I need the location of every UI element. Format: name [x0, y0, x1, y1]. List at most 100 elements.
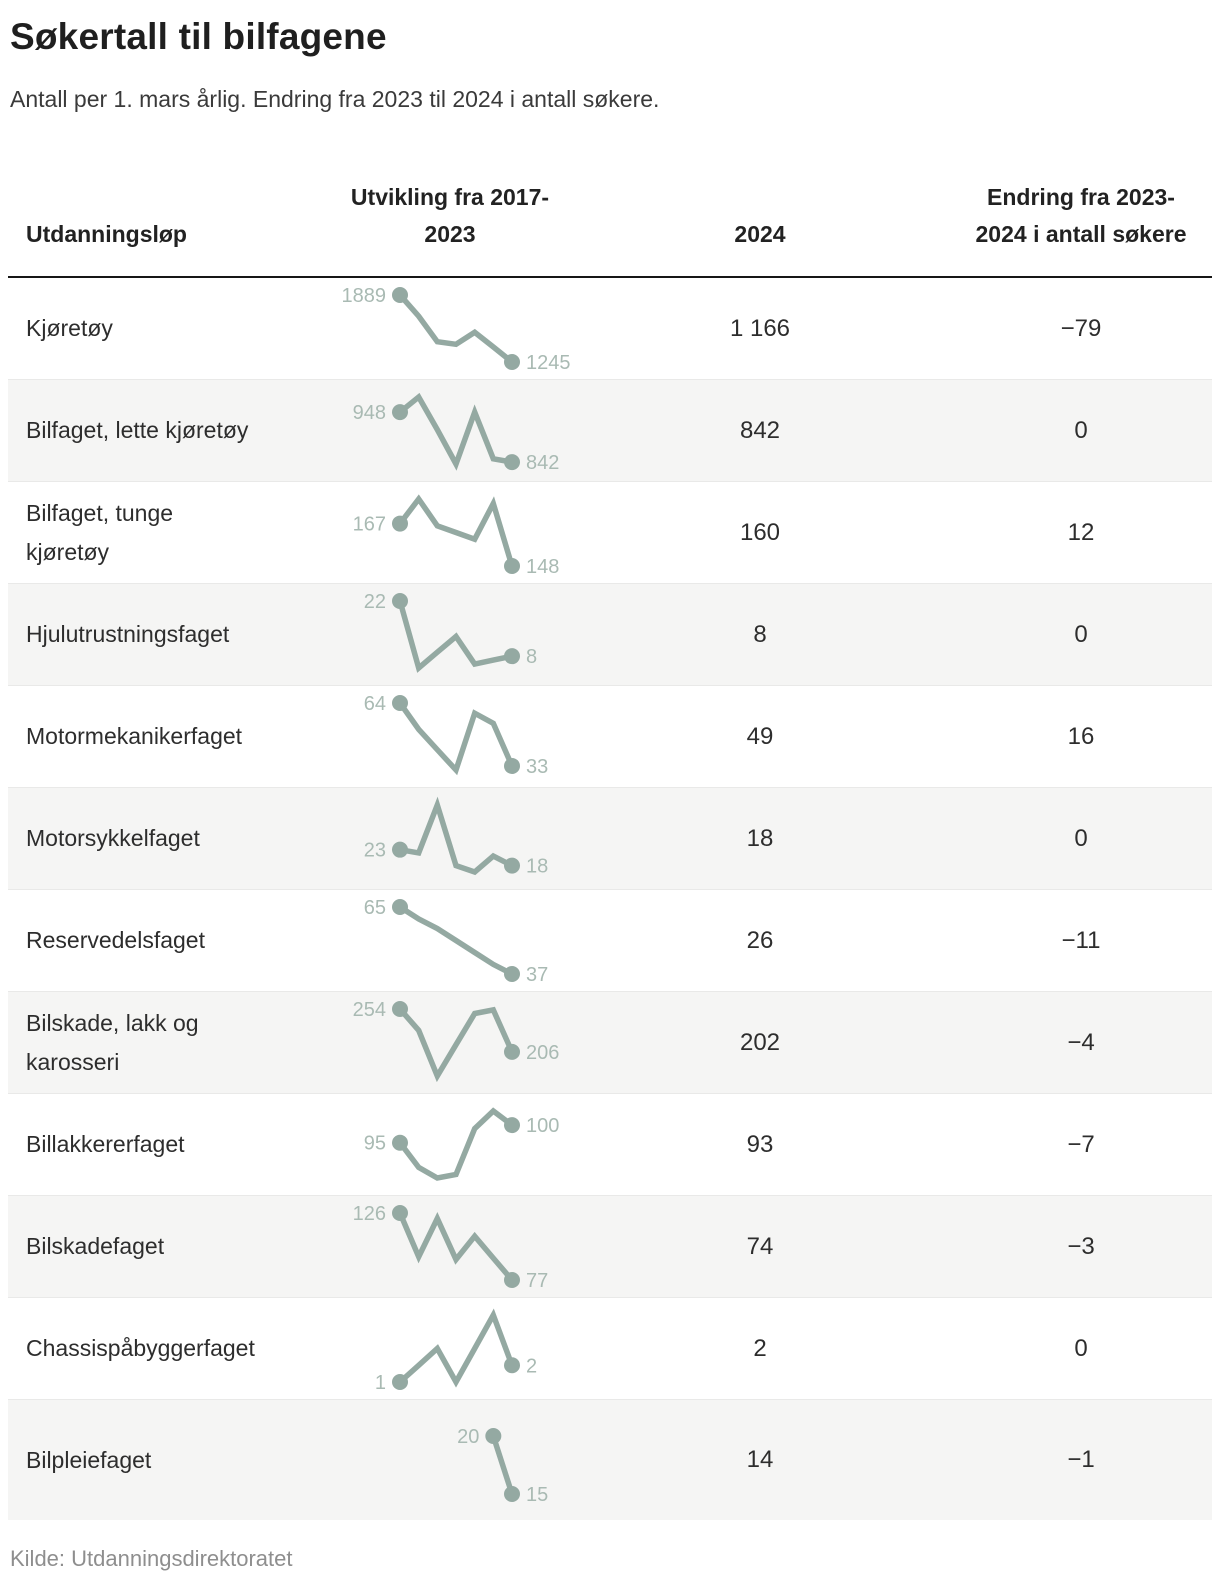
- table-row: Bilskade, lakk og karosseri 254 206 202 −4: [8, 991, 1212, 1094]
- row-label: Chassispåbyggerfaget: [26, 1335, 255, 1362]
- sparkline-chart: 64 33: [364, 693, 549, 778]
- value-2024: 74: [746, 1232, 774, 1260]
- sparkline-chart: 65 37: [364, 897, 549, 986]
- sparkline-line: [397, 600, 513, 674]
- sparkline-line: [398, 905, 514, 977]
- sparkline-end-dot: [504, 354, 520, 371]
- sparkline-chart: 95 100: [364, 1107, 559, 1182]
- sparkline-line: [397, 1212, 515, 1283]
- sparkline-end-label: 100: [526, 1116, 559, 1138]
- table-row: Chassispåbyggerfaget 1 2 2 0: [8, 1297, 1212, 1399]
- trend-sparkline-cell: 23 18: [330, 788, 570, 889]
- sparkline-line: [398, 1308, 515, 1389]
- sparkline-line: [490, 1435, 515, 1496]
- sparkline-start-dot: [392, 1001, 408, 1018]
- table-header-row: Utdanningsløp Utvikling fra 2017-2023 20…: [8, 179, 1212, 279]
- table-row: Hjulutrustningsfaget 22 8 8 0: [8, 583, 1212, 686]
- page-title: Søkertall til bilfagene: [10, 16, 387, 57]
- sparkline-line: [397, 1007, 515, 1083]
- value-2024: 202: [739, 1028, 781, 1056]
- sparkline-start-label: 1889: [342, 285, 387, 307]
- sparkline-start-dot: [392, 287, 408, 304]
- value-change: −1: [1067, 1446, 1095, 1474]
- sparkline-end-label: 842: [526, 453, 559, 475]
- value-change: 0: [1074, 416, 1088, 444]
- sparkline-start-dot: [392, 404, 408, 421]
- table-row: Bilpleiefaget 20 15 14 −1: [8, 1399, 1212, 1521]
- infographic: Søkertall til bilfagene Antall per 1. ma…: [0, 16, 1220, 1588]
- value-2024: 26: [746, 926, 774, 954]
- sparkline-line: [399, 797, 514, 876]
- sparkline-start-label: 64: [364, 693, 386, 715]
- column-header-endring: Endring fra 2023-2024 i antall søkere: [950, 179, 1212, 255]
- trend-sparkline-cell: 64 33: [330, 686, 570, 787]
- sparkline-start-label: 167: [353, 514, 386, 536]
- value-2024: 2: [753, 1334, 767, 1362]
- sparkline-chart: 126 77: [353, 1203, 549, 1292]
- sparkline-end-dot: [504, 1357, 520, 1374]
- row-label: Bilfaget, tunge kjøretøy: [26, 499, 174, 565]
- sparkline-chart: 23 18: [364, 797, 548, 878]
- sparkline-start-dot: [392, 695, 408, 712]
- sparkline-start-dot: [392, 1205, 408, 1222]
- sparkline-chart: 12: [375, 1308, 537, 1394]
- sparkline-end-dot: [504, 758, 520, 775]
- table-row: Bilfaget, tunge kjøretøy 167 148 160 12: [8, 481, 1212, 583]
- table-row: Bilfaget, lette kjøretøy 948 842 842 0: [8, 379, 1212, 482]
- sparkline-line: [397, 293, 514, 365]
- sparkline-start-dot: [392, 515, 408, 532]
- sparkline-chart: 1889 1245: [342, 285, 571, 374]
- sparkline-end-dot: [504, 648, 520, 665]
- row-label: Bilskade, lakk og karosseri: [26, 1009, 199, 1075]
- value-change: −79: [1060, 314, 1102, 342]
- value-change: −7: [1067, 1130, 1095, 1158]
- sparkline-start-label: 1: [375, 1372, 386, 1394]
- table-body: Kjøretøy 1889 1245 1 166 −79 Bilfaget, lette …: [8, 278, 1212, 1521]
- value-2024: 93: [746, 1130, 774, 1158]
- sparkline-start-label: 95: [364, 1133, 386, 1155]
- value-change: −11: [1061, 926, 1101, 954]
- sparkline-start-dot: [485, 1428, 502, 1445]
- value-2024: 14: [746, 1446, 774, 1474]
- row-label: Bilskadefaget: [26, 1233, 165, 1260]
- trend-sparkline-cell: 95 100: [330, 1094, 570, 1195]
- row-label: Hjulutrustningsfaget: [26, 621, 230, 648]
- sparkline-start-dot: [392, 899, 408, 916]
- table-row: Billakkererfaget 95 100 93 −7: [8, 1093, 1212, 1195]
- sparkline-end-dot: [504, 1117, 520, 1134]
- sparkline-chart: 22 8: [364, 591, 537, 674]
- value-2024: 842: [739, 416, 781, 444]
- sparkline-end-label: 148: [526, 556, 559, 578]
- sparkline-end-label: 18: [526, 856, 548, 878]
- table-row: Kjøretøy 1889 1245 1 166 −79: [8, 278, 1212, 379]
- trend-sparkline-cell: 1889 1245: [330, 278, 571, 379]
- sparkline-start-dot: [392, 1374, 408, 1391]
- column-header-endring-label: Endring fra 2023-2024 i antall søkere: [975, 183, 1187, 248]
- sparkline-start-label: 126: [353, 1203, 386, 1225]
- value-2024: 49: [746, 722, 774, 750]
- row-label: Kjøretøy: [26, 315, 113, 342]
- sparkline-start-label: 254: [353, 999, 386, 1021]
- value-2024: 18: [746, 824, 774, 852]
- value-change: 0: [1074, 1334, 1088, 1362]
- row-label: Billakkererfaget: [26, 1131, 185, 1158]
- trend-sparkline-cell: 167 148: [330, 482, 570, 583]
- sparkline-line: [397, 701, 515, 776]
- sparkline-start-label: 65: [364, 897, 386, 919]
- value-2024: 1 166: [729, 314, 791, 342]
- sparkline-chart: 254 206: [353, 999, 559, 1083]
- sparkline-end-label: 37: [526, 964, 548, 986]
- sparkline-start-dot: [392, 593, 408, 610]
- data-table: Utdanningsløp Utvikling fra 2017-2023 20…: [8, 179, 1212, 1521]
- column-header-utdanningslop: Utdanningsløp: [26, 221, 187, 248]
- sparkline-chart: 167 148: [353, 494, 559, 578]
- sparkline-end-dot: [504, 966, 520, 983]
- column-header-2024-label: 2024: [734, 221, 786, 248]
- sparkline-start-label: 948: [353, 403, 386, 425]
- sparkline-end-dot: [504, 1272, 520, 1289]
- column-header-utvikling: Utvikling fra 2017-2023: [330, 179, 570, 255]
- sparkline-end-label: 8: [526, 647, 537, 669]
- row-label: Motorsykkelfaget: [26, 825, 200, 852]
- trend-sparkline-cell: 65 37: [330, 890, 570, 991]
- sparkline-start-label: 20: [457, 1426, 479, 1448]
